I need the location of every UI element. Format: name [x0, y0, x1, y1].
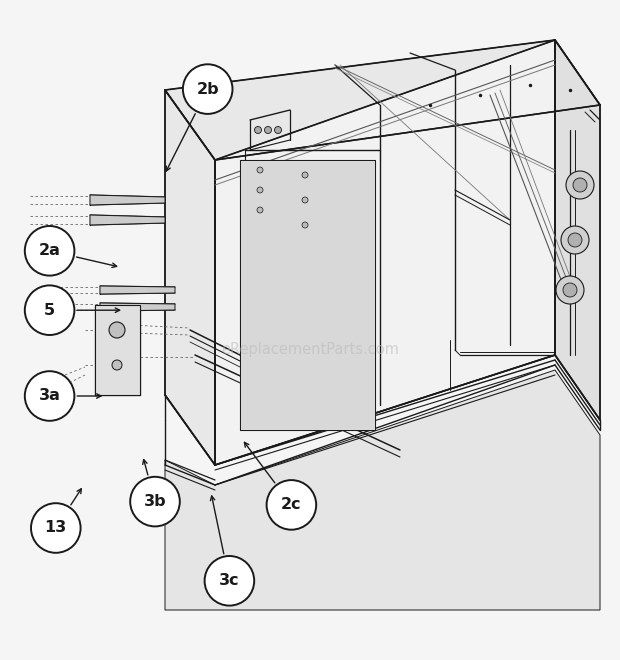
Circle shape: [257, 167, 263, 173]
Polygon shape: [215, 40, 555, 465]
Text: 5: 5: [44, 303, 55, 317]
Circle shape: [563, 283, 577, 297]
Polygon shape: [555, 40, 600, 420]
Text: 3b: 3b: [144, 494, 166, 509]
Polygon shape: [95, 305, 140, 395]
Circle shape: [205, 556, 254, 606]
Text: eReplacementParts.com: eReplacementParts.com: [221, 343, 399, 357]
Circle shape: [25, 226, 74, 276]
Polygon shape: [240, 160, 375, 430]
Circle shape: [257, 207, 263, 213]
Circle shape: [257, 187, 263, 193]
Text: 13: 13: [45, 521, 67, 535]
Circle shape: [556, 276, 584, 304]
Polygon shape: [165, 370, 600, 610]
Circle shape: [254, 127, 262, 133]
Circle shape: [573, 178, 587, 192]
Polygon shape: [100, 303, 175, 311]
Polygon shape: [165, 40, 600, 160]
Text: 2a: 2a: [38, 244, 61, 258]
Circle shape: [568, 233, 582, 247]
Circle shape: [31, 503, 81, 553]
Circle shape: [25, 285, 74, 335]
Circle shape: [183, 64, 232, 114]
Circle shape: [561, 226, 589, 254]
Circle shape: [25, 371, 74, 421]
Polygon shape: [100, 286, 175, 294]
Polygon shape: [165, 90, 215, 465]
Circle shape: [112, 360, 122, 370]
Text: 3a: 3a: [38, 389, 61, 403]
Polygon shape: [90, 215, 165, 225]
Circle shape: [130, 477, 180, 527]
Circle shape: [109, 322, 125, 338]
Circle shape: [265, 127, 272, 133]
Text: 2c: 2c: [281, 498, 302, 512]
Circle shape: [302, 197, 308, 203]
Circle shape: [275, 127, 281, 133]
Text: 2b: 2b: [197, 82, 219, 96]
Circle shape: [302, 172, 308, 178]
Polygon shape: [90, 195, 165, 205]
Circle shape: [267, 480, 316, 530]
Text: 3c: 3c: [219, 574, 240, 588]
Circle shape: [566, 171, 594, 199]
Circle shape: [302, 222, 308, 228]
